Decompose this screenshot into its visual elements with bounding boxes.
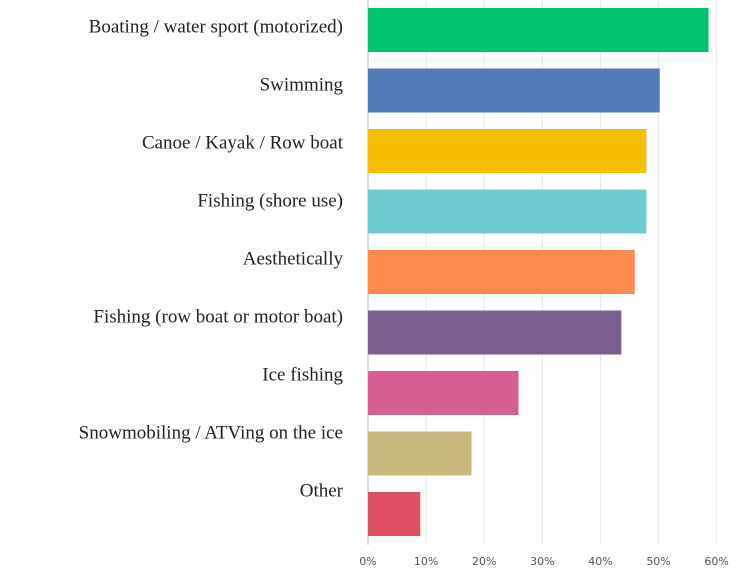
- x-tick-label: 60%: [704, 555, 728, 568]
- y-tick-label: Swimming: [260, 74, 344, 95]
- x-tick-label: 50%: [646, 555, 670, 568]
- bar: [368, 310, 622, 355]
- y-tick-label: Canoe / Kayak / Row boat: [142, 132, 344, 153]
- x-tick-label: 10%: [414, 555, 438, 568]
- bar: [368, 371, 519, 415]
- x-tick-label: 40%: [588, 555, 612, 568]
- y-tick-label: Fishing (shore use): [197, 190, 343, 211]
- y-tick-label: Aesthetically: [243, 248, 344, 269]
- bar: [368, 431, 472, 476]
- y-tick-label: Boating / water sport (motorized): [89, 16, 343, 37]
- y-tick-label: Ice fishing: [262, 364, 343, 385]
- bar: [368, 189, 647, 234]
- bar: [368, 68, 660, 113]
- bar: [368, 129, 647, 173]
- bar: [368, 492, 421, 536]
- bar: [368, 8, 709, 52]
- bar: [368, 250, 635, 294]
- x-tick-label: 30%: [530, 555, 554, 568]
- y-tick-label: Fishing (row boat or motor boat): [93, 306, 343, 327]
- y-tick-label: Snowmobiling / ATVing on the ice: [79, 422, 343, 443]
- x-tick-label: 0%: [359, 555, 376, 568]
- x-tick-label: 20%: [472, 555, 496, 568]
- y-tick-label: Other: [300, 480, 344, 501]
